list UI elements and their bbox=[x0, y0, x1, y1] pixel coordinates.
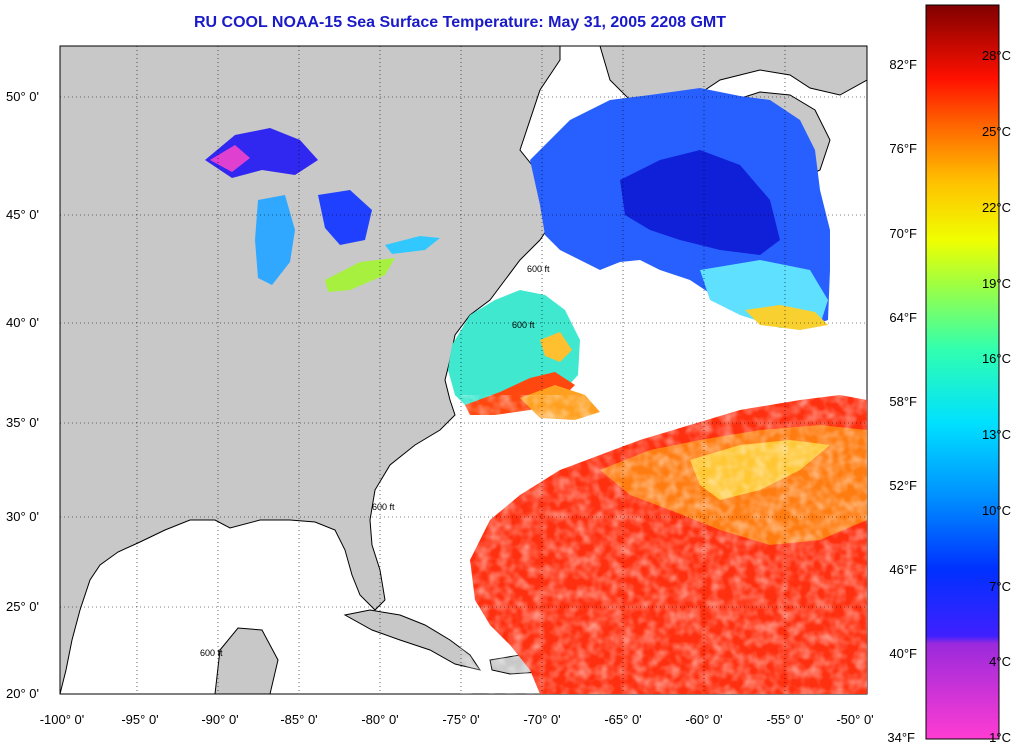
map-title: RU COOL NOAA-15 Sea Surface Temperature:… bbox=[193, 14, 727, 31]
lon-tick: -70° 0' bbox=[523, 712, 560, 727]
colorbar-c-label: 4°C bbox=[989, 654, 1011, 669]
great-lakes-sst bbox=[205, 128, 440, 292]
colorbar-c-label: 22°C bbox=[982, 200, 1011, 215]
north-america-land bbox=[60, 46, 561, 694]
colorbar-c-label: 28°C bbox=[982, 48, 1011, 63]
colorbar-c-label: 7°C bbox=[989, 579, 1011, 594]
colorbar-f-label: 40°F bbox=[889, 646, 917, 661]
lon-tick: -65° 0' bbox=[604, 712, 641, 727]
colorbar-f-label: 64°F bbox=[889, 310, 917, 325]
colorbar-c-label: 13°C bbox=[982, 427, 1011, 442]
colorbar bbox=[925, 4, 1000, 740]
lon-tick: -75° 0' bbox=[442, 712, 479, 727]
contour-label-gulf: 600 ft bbox=[200, 648, 223, 658]
lat-tick: 50° 0' bbox=[6, 89, 39, 104]
lat-tick: 25° 0' bbox=[6, 599, 39, 614]
lat-tick: 30° 0' bbox=[6, 509, 39, 524]
longitude-ticks: -100° 0' -95° 0' -90° 0' -85° 0' -80° 0'… bbox=[40, 712, 874, 727]
colorbar-c-label: 25°C bbox=[982, 124, 1011, 139]
contour-label-northeast: 600 ft bbox=[527, 264, 550, 274]
colorbar-c-label: 10°C bbox=[982, 503, 1011, 518]
lon-tick: -55° 0' bbox=[766, 712, 803, 727]
colorbar-f-label: 58°F bbox=[889, 394, 917, 409]
lon-tick: -50° 0' bbox=[836, 712, 873, 727]
latitude-ticks: 50° 0' 45° 0' 40° 0' 35° 0' 30° 0' 25° 0… bbox=[6, 89, 39, 701]
lon-tick: -90° 0' bbox=[201, 712, 238, 727]
lat-tick: 20° 0' bbox=[6, 686, 39, 701]
colorbar-f-label: 70°F bbox=[889, 226, 917, 241]
colorbar-fahrenheit-labels: 82°F 76°F 70°F 64°F 58°F 52°F 46°F 40°F … bbox=[887, 57, 917, 745]
lat-tick: 40° 0' bbox=[6, 315, 39, 330]
lon-tick: -60° 0' bbox=[685, 712, 722, 727]
lon-tick: -95° 0' bbox=[121, 712, 158, 727]
colorbar-f-label: 82°F bbox=[889, 57, 917, 72]
lon-tick: -100° 0' bbox=[40, 712, 85, 727]
colorbar-c-label: 1°C bbox=[989, 730, 1011, 745]
lon-tick: -80° 0' bbox=[361, 712, 398, 727]
graticule bbox=[60, 46, 867, 694]
contour-label-midatlantic: 600 ft bbox=[512, 320, 535, 330]
cloud-speckle bbox=[460, 395, 867, 694]
contour-label-southeast: 600 ft bbox=[372, 502, 395, 512]
lat-tick: 45° 0' bbox=[6, 207, 39, 222]
colorbar-c-label: 16°C bbox=[982, 351, 1011, 366]
colorbar-c-label: 19°C bbox=[982, 276, 1011, 291]
lat-tick: 35° 0' bbox=[6, 415, 39, 430]
lon-tick: -85° 0' bbox=[280, 712, 317, 727]
warm-ring-sst bbox=[540, 332, 572, 362]
labrador-current-sst bbox=[620, 150, 780, 255]
colorbar-f-label: 52°F bbox=[889, 478, 917, 493]
colorbar-celsius-labels: 28°C 25°C 22°C 19°C 16°C 13°C 10°C 7°C 4… bbox=[982, 48, 1011, 745]
slope-warm-patch bbox=[745, 305, 828, 330]
yucatan-land bbox=[214, 627, 279, 694]
colorbar-f-label: 46°F bbox=[889, 562, 917, 577]
colorbar-f-label: 76°F bbox=[889, 141, 917, 156]
colorbar-f-label: 34°F bbox=[887, 730, 915, 745]
